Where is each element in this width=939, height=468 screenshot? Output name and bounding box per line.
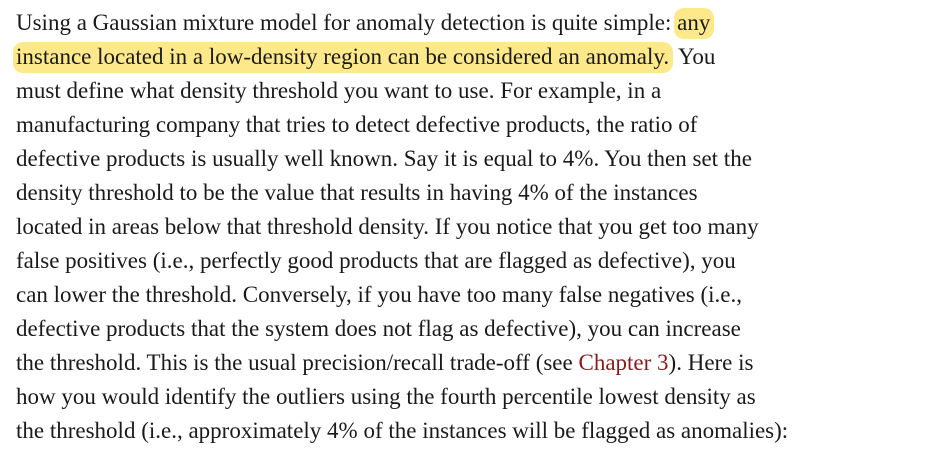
chapter-3-link[interactable]: Chapter 3	[578, 350, 669, 375]
text-line-2: instance located in a low-density region…	[13, 40, 936, 74]
text-segment: ). Here is	[668, 350, 754, 375]
text-line-11: the threshold. This is the usual precisi…	[16, 346, 936, 380]
text-segment: Using a Gaussian mixture model for anoma…	[16, 10, 678, 35]
text-line-6: density threshold to be the value that r…	[16, 180, 698, 205]
highlighted-text[interactable]: any	[674, 8, 715, 39]
text-line-10: defective products that the system does …	[16, 316, 741, 341]
text-line-7: located in areas below that threshold de…	[16, 214, 759, 239]
text-segment: the threshold. This is the usual precisi…	[16, 350, 579, 375]
text-line-5: defective products is usually well known…	[16, 146, 752, 171]
text-line-1: Using a Gaussian mixture model for anoma…	[16, 6, 936, 40]
text-line-8: false positives (i.e., perfectly good pr…	[16, 248, 736, 273]
text-line-9: can lower the threshold. Conversely, if …	[16, 282, 742, 307]
text-line-3: must define what density threshold you w…	[16, 78, 662, 103]
text-line-13: the threshold (i.e., approximately 4% of…	[16, 418, 789, 443]
document-paragraph: Using a Gaussian mixture model for anoma…	[13, 6, 936, 448]
text-segment: You	[673, 44, 716, 69]
text-line-12: how you would identify the outliers usin…	[16, 384, 756, 409]
text-line-4: manufacturing company that tries to dete…	[16, 112, 698, 137]
highlighted-text[interactable]: instance located in a low-density region…	[13, 42, 674, 73]
